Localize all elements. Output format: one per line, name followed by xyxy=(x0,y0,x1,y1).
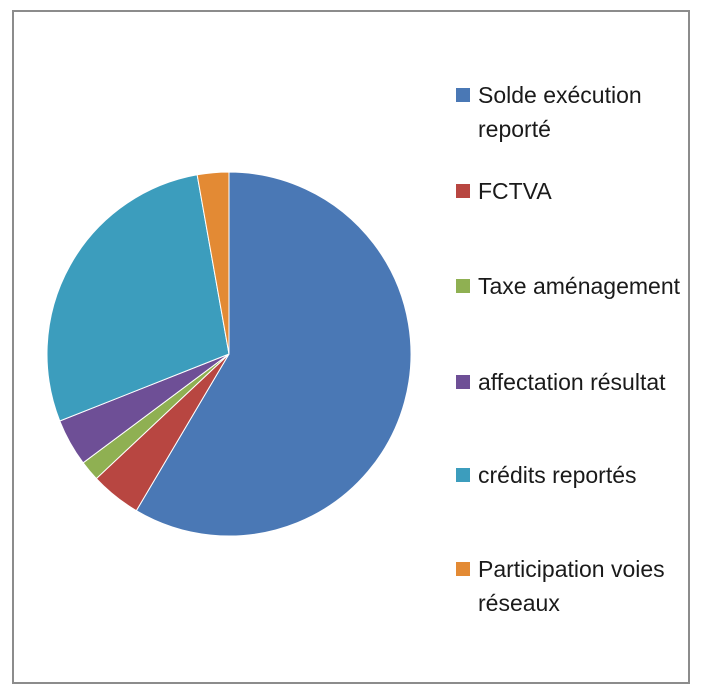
legend-label-credits: crédits reportés xyxy=(478,462,637,488)
pie-slice-solde-execution-reporte xyxy=(135,171,412,537)
pie-slice-credits-reportes xyxy=(46,174,230,422)
legend-label-taxe: Taxe aménagement xyxy=(478,273,681,299)
legend-label-solde: Solde exécution reporté xyxy=(478,82,642,142)
legend-item-solde: Solde exécution reporté xyxy=(456,78,688,146)
legend-item-taxe: Taxe aménagement xyxy=(456,269,680,303)
legend-item-affectation: affectation résultat xyxy=(456,365,666,399)
legend-swatch-affectation xyxy=(456,375,470,389)
legend-item-participation: Participation voies réseaux xyxy=(456,552,688,620)
legend-swatch-solde xyxy=(456,88,470,102)
legend-label-fctva: FCTVA xyxy=(478,178,552,204)
legend-swatch-participation xyxy=(456,562,470,576)
legend-label-affectation: affectation résultat xyxy=(478,369,666,395)
legend-item-credits: crédits reportés xyxy=(456,458,637,492)
legend-swatch-taxe xyxy=(456,279,470,293)
legend-label-participation: Participation voies réseaux xyxy=(478,556,665,616)
legend-swatch-fctva xyxy=(456,184,470,198)
legend-swatch-credits xyxy=(456,468,470,482)
pie-slice-participation-voies-reseaux xyxy=(196,171,230,355)
legend-item-fctva: FCTVA xyxy=(456,174,552,208)
